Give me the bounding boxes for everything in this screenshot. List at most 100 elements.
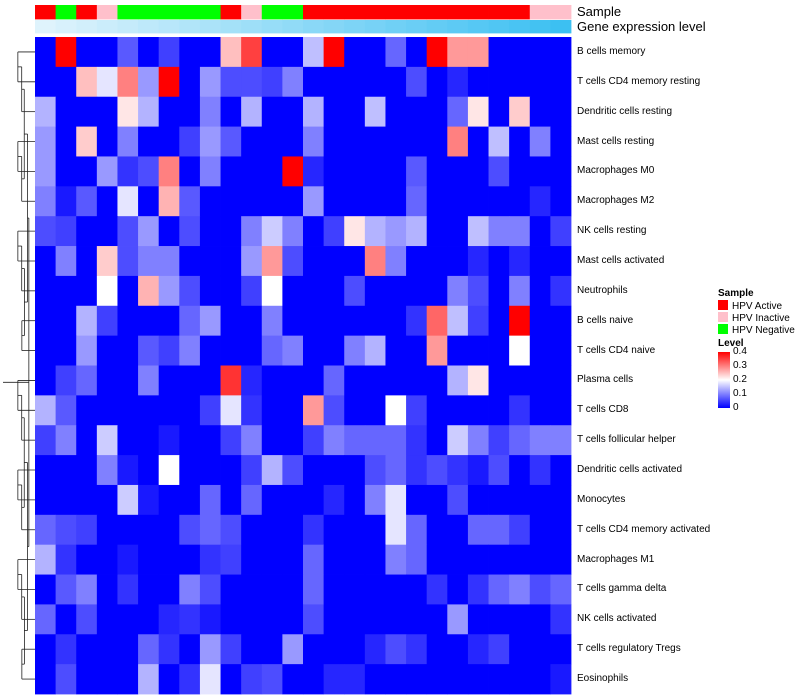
heatmap-cell: B cells naive: 0 [220, 305, 242, 337]
heatmap-cell: B cells memory: 0.08 [385, 37, 407, 68]
heatmap-cell: Macrophages M0: 0 [364, 156, 386, 187]
heatmap-cell: T cells gamma delta: 0 [241, 574, 263, 605]
heatmap-cell: T cells CD4 memory resting: 0 [35, 66, 57, 98]
heatmap-cell: T cells follicular helper: 0 [117, 425, 139, 456]
heatmap-cell: T cells gamma delta: 0 [138, 574, 160, 605]
heatmap-cell: B cells naive: 0 [303, 305, 325, 337]
heatmap-cell: B cells memory: 0 [529, 37, 551, 68]
heatmap-cell: Macrophages M0: 0 [529, 156, 551, 187]
heatmap-cell: Neutrophils: 0 [323, 275, 345, 307]
sample-annotation-cell: HPV Negative [55, 5, 77, 20]
heatmap-cell: T cells regulatory Tregs: 0 [241, 634, 263, 665]
heatmap-cell: NK cells resting: 0 [158, 216, 180, 247]
sample-annotation-cell: HPV Active [76, 5, 98, 20]
heatmap-cell: Plasma cells: 0 [426, 365, 448, 396]
heatmap-cell: NK cells activated: 0 [529, 604, 551, 635]
sample-annotation-cell: HPV Active [344, 5, 366, 20]
heatmap-cell: B cells memory: 0 [282, 37, 304, 68]
heatmap-cell: Dendritic cells resting: 0.24 [509, 96, 531, 127]
heatmap-cell: Eosinophils: 0 [158, 664, 180, 695]
sample-annotation-cell: HPV Negative [158, 5, 180, 20]
heatmap-cell: Eosinophils: 0.05 [241, 664, 263, 695]
expression-annotation-cell [447, 20, 469, 34]
row-label: Monocytes [577, 493, 626, 505]
heatmap-cell: T cells gamma delta: 0.06 [529, 574, 551, 605]
heatmap-cell: Eosinophils: 0.14 [138, 664, 160, 695]
heatmap-cell: NK cells activated: 0.04 [550, 604, 572, 635]
heatmap-cell: Neutrophils: 0.1 [509, 275, 531, 307]
heatmap-cell: T cells regulatory Tregs: 0 [179, 634, 201, 665]
heatmap-cell: T cells regulatory Tregs: 0.04 [158, 634, 180, 665]
heatmap-cell: Macrophages M2: 0 [385, 186, 407, 217]
heatmap-cell: Dendritic cells activated: 0.04 [406, 455, 428, 486]
heatmap-cell: B cells naive: 0.08 [179, 305, 201, 337]
heatmap-cell: NK cells resting: 0.05 [55, 216, 77, 247]
heatmap-cell: Neutrophils: 0 [199, 275, 221, 307]
heatmap-cell: B cells memory: 0 [96, 37, 118, 68]
heatmap-cell: T cells CD4 memory activated: 0.06 [220, 514, 242, 546]
heatmap-cell: Dendritic cells activated: 0.2 [158, 455, 180, 486]
heatmap-cell: Eosinophils: 0.18 [199, 664, 221, 695]
heatmap-cell: Macrophages M0: 0 [261, 156, 283, 187]
heatmap-cell: Monocytes: 0 [488, 484, 510, 516]
heatmap-cell: T cells gamma delta: 0 [406, 574, 428, 605]
heatmap-cell: Mast cells resting: 0.12 [35, 126, 57, 157]
heatmap-cell: NK cells resting: 0.14 [406, 216, 428, 247]
heatmap-cell: Macrophages M1: 0.08 [406, 544, 428, 575]
heatmap-cell: Dendritic cells activated: 0 [344, 455, 366, 486]
heatmap-cell: T cells CD8: 0 [117, 395, 139, 426]
heatmap-cell: NK cells resting: 0.15 [467, 216, 489, 247]
sample-annotation-cell: HPV Active [406, 5, 428, 20]
heatmap-cell: Eosinophils: 0 [406, 664, 428, 695]
heatmap-cell: Plasma cells: 0.03 [241, 365, 263, 396]
heatmap-cell: Monocytes: 0 [426, 484, 448, 516]
heatmap-cell: Macrophages M2: 0.18 [117, 186, 139, 217]
heatmap-cell: T cells CD4 naive: 0 [467, 335, 489, 366]
heatmap-cell: B cells memory: 0 [488, 37, 510, 68]
heatmap-cell: Monocytes: 0.08 [241, 484, 263, 516]
heatmap-cell: Plasma cells: 0 [282, 365, 304, 396]
sample-annotation-cell: HPV Active [323, 5, 345, 20]
heatmap-cell: Dendritic cells activated: 0.02 [467, 455, 489, 486]
heatmap-cell: Monocytes: 0 [76, 484, 98, 516]
heatmap-cell: Neutrophils: 0.06 [179, 275, 201, 307]
heatmap-cell: Monocytes: 0 [406, 484, 428, 516]
heatmap-cell: Macrophages M0: 0 [385, 156, 407, 187]
heatmap-cell: NK cells activated: 0.06 [303, 604, 325, 635]
heatmap-cell: T cells follicular helper: 0.1 [241, 425, 263, 456]
heatmap-cell: Mast cells resting: 0.12 [199, 126, 221, 157]
heatmap-cell: T cells CD4 memory resting: 0.06 [220, 66, 242, 98]
colorbar-tick-label: 0.2 [733, 374, 747, 385]
sample-annotation-cell: HPV Inactive [529, 5, 551, 20]
heatmap-cell: T cells regulatory Tregs: 0.04 [55, 634, 77, 665]
heatmap-cell: Macrophages M1: 0 [158, 544, 180, 575]
heatmap-cell: T cells follicular helper: 0.08 [385, 425, 407, 456]
heatmap-cell: NK cells activated: 0.03 [158, 604, 180, 635]
heatmap-cell: B cells naive: 0 [364, 305, 386, 337]
expression-annotation-cell [117, 20, 139, 34]
heatmap-cell: T cells gamma delta: 0 [96, 574, 118, 605]
heatmap-cell: T cells follicular helper: 0.02 [158, 425, 180, 456]
heatmap-cell: B cells naive: 0 [138, 305, 160, 337]
heatmap-cell: T cells CD4 memory activated: 0 [96, 514, 118, 546]
heatmap-cell: Eosinophils: 0 [447, 664, 469, 695]
heatmap-cell: Dendritic cells activated: 0.1 [96, 455, 118, 486]
heatmap-cell: T cells gamma delta: 0 [364, 574, 386, 605]
heatmap-cell: Mast cells activated: 0 [550, 246, 572, 277]
heatmap-cell: Dendritic cells activated: 0.06 [282, 455, 304, 486]
heatmap-cell: T cells CD4 memory activated: 0.08 [35, 514, 57, 546]
heatmap-cell: Macrophages M2: 0.12 [303, 186, 325, 217]
heatmap-cell: T cells follicular helper: 0 [138, 425, 160, 456]
heatmap-cell: NK cells activated: 0 [220, 604, 242, 635]
heatmap-cell: Neutrophils: 0 [55, 275, 77, 307]
row-label: T cells CD4 memory resting [577, 75, 701, 87]
row-label: Neutrophils [577, 284, 628, 296]
heatmap-cell: T cells CD4 memory resting: 0 [303, 66, 325, 98]
heatmap-cell: Monocytes: 0 [96, 484, 118, 516]
heatmap-cell: Dendritic cells resting: 0.22 [467, 96, 489, 127]
heatmap-cell: Macrophages M1: 0 [261, 544, 283, 575]
heatmap-cell: B cells memory: 0 [179, 37, 201, 68]
heatmap-cell: Plasma cells: 0 [199, 365, 221, 396]
heatmap-cell: B cells naive: 0 [55, 305, 77, 337]
